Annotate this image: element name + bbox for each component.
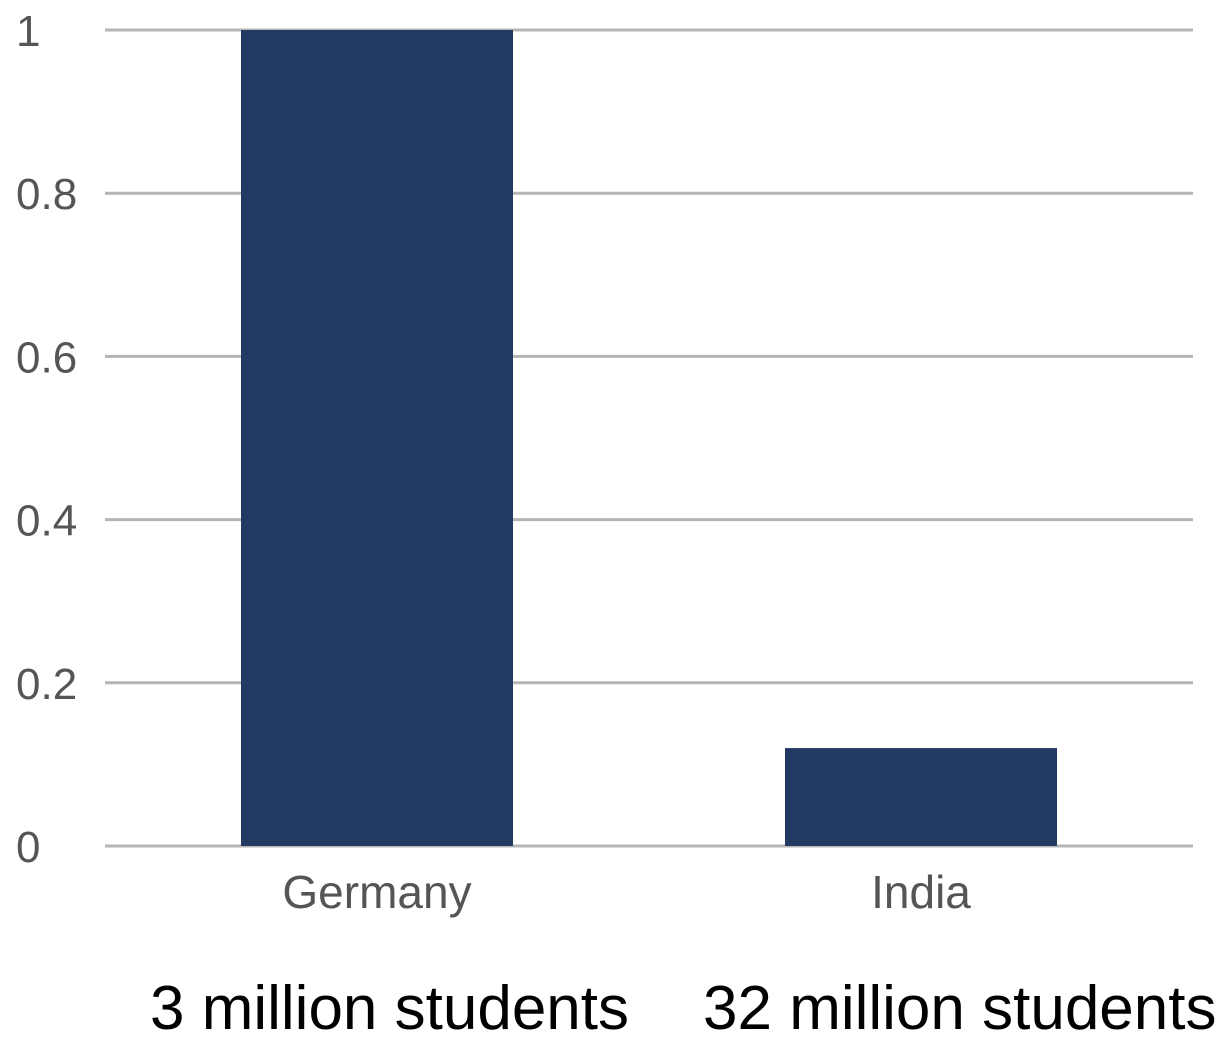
x-axis-category-labels: Germany India (282, 866, 971, 918)
y-tick-label-4: 0.8 (16, 170, 77, 219)
bar-india (785, 748, 1057, 846)
y-tick-label-3: 0.6 (16, 333, 77, 382)
y-tick-label-2: 0.4 (16, 497, 77, 546)
x-category-label-india: India (871, 866, 971, 918)
y-axis-tick-labels: 0 0.2 0.4 0.6 0.8 1 (16, 7, 77, 872)
bar-chart: 0 0.2 0.4 0.6 0.8 1 Germany India (16, 7, 1193, 918)
india-students-annotation: 32 million students (703, 974, 1217, 1043)
bars (241, 30, 1057, 846)
y-tick-label-0: 0 (16, 823, 40, 872)
y-tick-label-5: 1 (16, 7, 40, 56)
germany-students-annotation: 3 million students (150, 974, 630, 1043)
x-category-label-germany: Germany (282, 866, 471, 918)
y-tick-label-1: 0.2 (16, 660, 77, 709)
bar-germany (241, 30, 513, 846)
